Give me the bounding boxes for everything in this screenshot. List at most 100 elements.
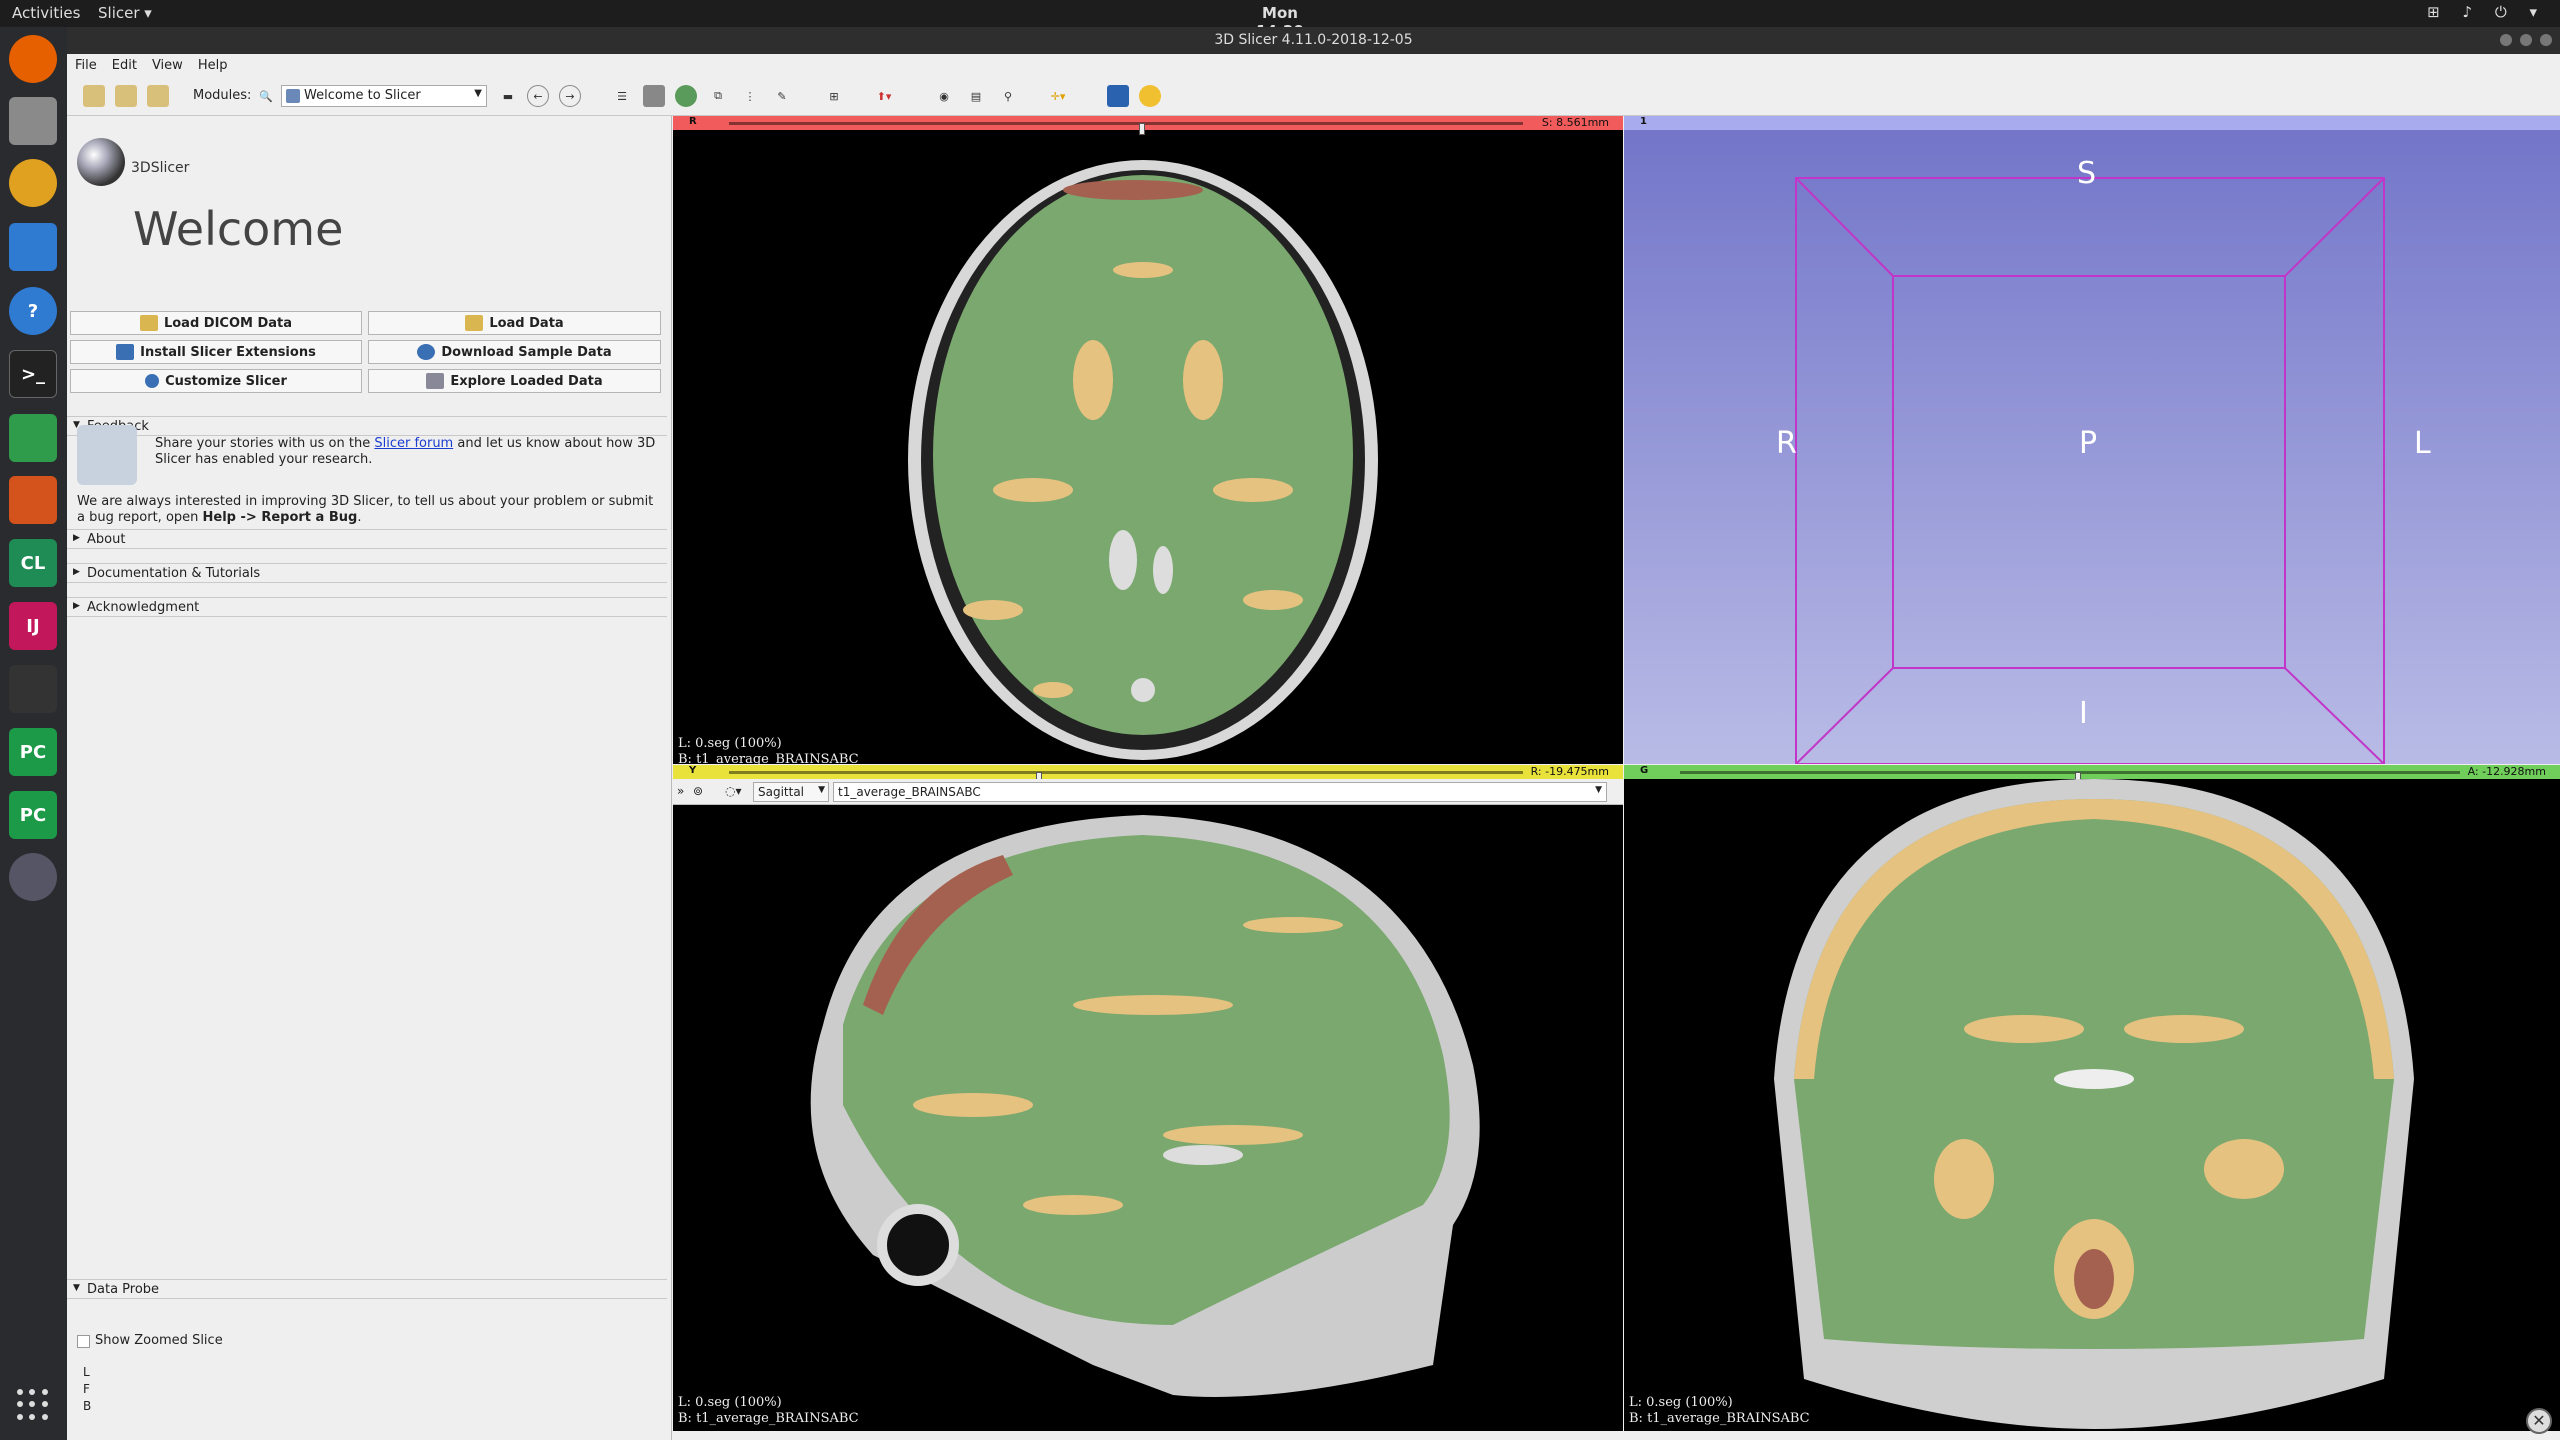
module-history-icon[interactable]: ▬ (502, 89, 514, 103)
writer-icon[interactable] (9, 223, 57, 271)
menu-file[interactable]: File (75, 58, 97, 73)
menu-edit[interactable]: Edit (111, 58, 137, 73)
segment-tan-regions (963, 262, 1303, 698)
terminal-icon[interactable]: >_ (9, 350, 57, 398)
crosshair-icon[interactable]: ✛▾ (1050, 89, 1066, 103)
screenshot-icon[interactable]: ◉ (939, 89, 949, 103)
segment-brown-region (1063, 180, 1203, 200)
volumes-module-icon[interactable] (643, 85, 665, 107)
section-about[interactable]: ▶ About (67, 529, 667, 549)
menu-view[interactable]: View (151, 58, 183, 73)
expanded-arrow-icon: ▼ (73, 1283, 80, 1293)
slicer-icon[interactable] (9, 853, 57, 901)
yellow-bg-label: B: t1_average_BRAINSABC (678, 1411, 859, 1426)
mouse-mode-icon[interactable]: ⬆▾ (876, 89, 892, 103)
yellow-offset-slider[interactable] (729, 771, 1523, 784)
feedback-text-2: and let us know about how 3D Slicer has … (155, 436, 656, 467)
feedback-text: Share your stories with us on the Slicer… (155, 436, 660, 468)
red-slice-view[interactable]: R S: 8.561mm L: 0.seg (100%) B: t1_avera… (673, 116, 1623, 764)
load-data-icon[interactable] (83, 85, 105, 107)
activities-button[interactable]: Activities (12, 4, 81, 22)
pycharm-icon-2[interactable]: PC (9, 791, 57, 839)
matlab-icon[interactable] (9, 476, 57, 524)
orientation-posterior: P (2079, 426, 2098, 461)
red-offset-value: S: 8.561mm (1541, 116, 1609, 129)
module-selector[interactable]: Welcome to Slicer ▼ (281, 85, 487, 107)
green-slice-controller[interactable]: G A: -12.928mm (1624, 765, 2560, 784)
orientation-select[interactable]: Sagittal ▼ (753, 782, 829, 802)
probe-coord-l: L (83, 1365, 90, 1379)
maximize-button[interactable] (2520, 34, 2532, 46)
files-icon[interactable] (9, 97, 57, 145)
pycharm-icon[interactable]: PC (9, 728, 57, 776)
yellow-slice-controller[interactable]: Y R: -19.475mm (673, 765, 1623, 784)
slicer-forum-link[interactable]: Slicer forum (374, 436, 454, 451)
python-console-icon[interactable] (1139, 85, 1161, 107)
layout-icon[interactable]: ⊞ (829, 89, 839, 103)
install-extensions-button[interactable]: Install Slicer Extensions (70, 340, 362, 364)
segment-editor-icon[interactable]: ✎ (777, 89, 787, 103)
section-feedback[interactable]: ▼Feedback (67, 416, 667, 436)
red-slice-controller[interactable]: R S: 8.561mm (673, 116, 1623, 135)
minimize-button[interactable] (2500, 34, 2512, 46)
scene-views-icon[interactable]: ⚲ (1003, 89, 1013, 103)
red-offset-slider[interactable] (729, 122, 1523, 135)
link-icon[interactable]: ⊚ (693, 784, 704, 798)
monitor-icon[interactable] (9, 414, 57, 462)
menu-help[interactable]: Help (197, 58, 228, 73)
close-button[interactable] (2540, 34, 2552, 46)
chevron-down-icon: ▼ (474, 88, 482, 99)
dicom-icon[interactable] (115, 85, 137, 107)
app-menu[interactable]: Slicer ▾ (98, 4, 152, 22)
firefox-icon[interactable] (9, 35, 57, 83)
yellow-slice-view[interactable]: Y R: -19.475mm » ⊚ ◌▾ Sagittal ▼ t1_avera… (673, 765, 1623, 1431)
show-zoomed-checkbox[interactable] (77, 1335, 90, 1348)
threeD-controller[interactable]: 1 (1624, 116, 2560, 130)
red-slider-thumb[interactable] (1138, 123, 1145, 135)
intellij-icon[interactable]: IJ (9, 602, 57, 650)
segment-brown-region (2074, 1249, 2114, 1309)
pin-icon[interactable]: » (677, 784, 685, 798)
section-data-probe-label: Data Probe (87, 1282, 160, 1297)
download-sample-button[interactable]: Download Sample Data (368, 340, 661, 364)
window-title: 3D Slicer 4.11.0-2018-12-05 (1214, 32, 1413, 48)
window-titlebar[interactable]: 3D Slicer 4.11.0-2018-12-05 (67, 27, 2560, 54)
load-data-button[interactable]: Load Data (368, 311, 661, 335)
show-zoomed-label: Show Zoomed Slice (95, 1333, 223, 1348)
section-about-label: About (87, 532, 126, 547)
forward-arrow-icon[interactable]: → (559, 85, 581, 107)
eye-icon[interactable]: ◌▾ (725, 784, 742, 798)
launcher-dock: ? >_ CL IJ PC PC (0, 27, 67, 1440)
load-dicom-button[interactable]: Load DICOM Data (70, 311, 362, 335)
show-apps-icon[interactable] (17, 1389, 49, 1421)
section-data-probe[interactable]: ▼ Data Probe (67, 1279, 667, 1299)
clion-icon[interactable]: CL (9, 539, 57, 587)
data-module-icon[interactable]: ☰ (617, 89, 627, 103)
green-slice-view[interactable]: G A: -12.928mm L: 0.seg (100%) B: t1_ave… (1624, 765, 2560, 1431)
system-monitor-icon[interactable] (9, 665, 57, 713)
customize-button[interactable]: Customize Slicer (70, 369, 362, 393)
module-search-icon[interactable]: 🔍 (259, 89, 273, 103)
rhythmbox-icon[interactable] (9, 159, 57, 207)
save-icon[interactable] (147, 85, 169, 107)
system-tray[interactable]: ⊞ ♪ ⏻ ▾ (2427, 3, 2546, 21)
green-offset-slider[interactable] (1680, 771, 2460, 784)
transforms-module-icon[interactable]: ⧉ (714, 89, 722, 102)
explore-data-button[interactable]: Explore Loaded Data (368, 369, 661, 393)
green-bg-label: B: t1_average_BRAINSABC (1629, 1411, 1810, 1426)
threeD-view[interactable]: 1 S I R L P (1624, 116, 2560, 764)
models-module-icon[interactable] (675, 85, 697, 107)
markups-module-icon[interactable]: ⋮ (744, 89, 756, 103)
yellow-fg-label: L: 0.seg (100%) (678, 1395, 782, 1410)
report-bug-path: Help -> Report a Bug (202, 510, 358, 525)
error-log-icon[interactable]: ✕ (2526, 1408, 2552, 1434)
extension-manager-icon[interactable] (1107, 85, 1129, 107)
background-volume-select[interactable]: t1_average_BRAINSABC ▼ (833, 782, 1607, 802)
back-arrow-icon[interactable]: ← (527, 85, 549, 107)
section-acknowledgment[interactable]: ▶ Acknowledgment (67, 597, 667, 617)
explore-data-label: Explore Loaded Data (450, 373, 603, 389)
section-documentation[interactable]: ▶ Documentation & Tutorials (67, 563, 667, 583)
bounding-box (1795, 177, 2385, 764)
help-icon[interactable]: ? (9, 287, 57, 335)
scene-view-icon[interactable]: ▤ (970, 89, 982, 103)
